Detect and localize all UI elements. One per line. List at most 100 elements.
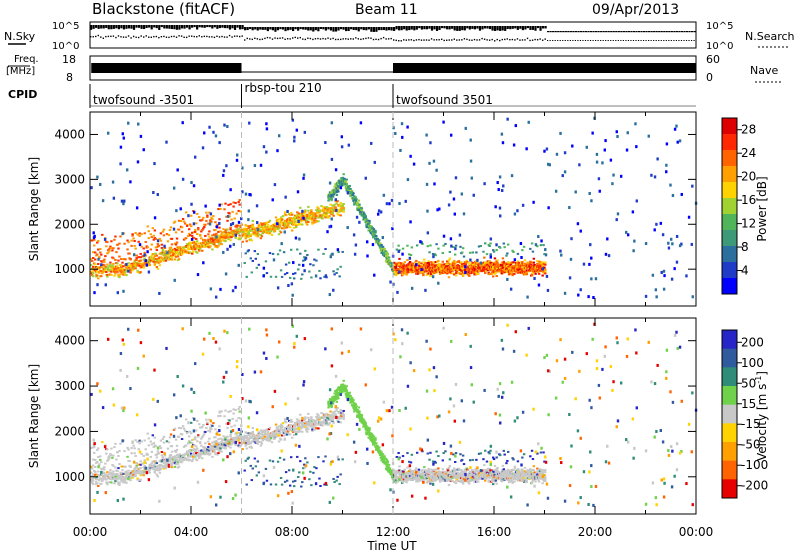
power-echo <box>384 250 388 253</box>
power-echo <box>415 259 418 262</box>
nsky-mark <box>352 38 354 40</box>
nsky-mark <box>223 25 227 29</box>
power-echo <box>512 143 516 147</box>
power-echo <box>410 246 414 249</box>
power-echo <box>127 269 130 273</box>
power-echo <box>222 169 226 173</box>
nsky-mark <box>506 38 509 40</box>
nsky-mark <box>357 27 360 32</box>
power-echo <box>179 219 183 222</box>
power-echo <box>399 266 402 269</box>
velocity-echo <box>150 462 153 465</box>
power-echo <box>201 146 205 150</box>
power-echo <box>276 226 280 229</box>
power-echo <box>146 225 149 228</box>
power-echo <box>192 184 196 188</box>
power-echo <box>441 260 445 263</box>
nsearch-mark <box>622 40 624 41</box>
nsky-mark <box>375 27 378 32</box>
velocity-echo <box>101 472 104 475</box>
power-echo <box>386 255 389 258</box>
nsky-mark <box>281 27 285 30</box>
nsky-mark <box>130 37 132 39</box>
power-echo <box>197 247 200 250</box>
nsky-mark <box>529 26 532 30</box>
nsky-mark <box>670 31 673 33</box>
velocity-echo <box>213 450 216 453</box>
power-echo <box>544 272 547 275</box>
power-echo <box>253 230 257 233</box>
power-echo <box>380 251 383 254</box>
power-echo <box>495 267 498 270</box>
power-echo <box>146 250 149 254</box>
power-echo <box>110 273 113 276</box>
power-echo <box>453 259 456 262</box>
power-echo <box>180 226 184 229</box>
power-echo <box>303 269 306 273</box>
velocity-echo <box>192 455 195 458</box>
power-echo <box>132 265 135 268</box>
velocity-echo <box>91 446 94 449</box>
nsky-mark <box>185 25 189 28</box>
velocity-echo <box>120 472 123 475</box>
power-echo <box>491 272 494 275</box>
power-echo <box>315 215 318 218</box>
velocity-echo <box>152 466 156 469</box>
power-echo <box>146 246 149 249</box>
power-echo <box>452 246 455 249</box>
velocity-echo <box>136 477 139 480</box>
velocity-echo <box>144 448 147 451</box>
power-echo <box>438 265 441 268</box>
power-echo <box>634 122 637 126</box>
power-echo <box>518 267 521 270</box>
nsearch-mark <box>670 40 672 41</box>
power-echo <box>149 233 152 236</box>
power-echo <box>403 271 407 274</box>
nsky-mark <box>191 25 194 28</box>
velocity-echo <box>208 443 211 446</box>
power-echo <box>296 248 299 251</box>
nsky-mark <box>228 25 232 30</box>
power-echo <box>326 211 329 214</box>
power-echo <box>467 266 470 269</box>
power-echo <box>521 261 524 264</box>
nsky-mark <box>350 38 352 40</box>
power-echo <box>213 243 216 246</box>
power-echo <box>282 251 286 254</box>
power-echo <box>320 205 323 208</box>
power-echo <box>100 253 103 256</box>
velocity-echo <box>230 443 233 446</box>
power-echo <box>456 264 460 267</box>
nsky-mark <box>433 26 436 30</box>
power-echo <box>311 222 314 225</box>
nsearch-mark <box>690 40 693 41</box>
power-echo <box>531 250 535 253</box>
power-echo <box>143 253 146 257</box>
power-echo <box>406 125 409 129</box>
power-echo <box>470 176 473 180</box>
power-echo <box>264 226 268 229</box>
nsearch-mark <box>584 40 587 41</box>
power-echo <box>525 272 528 275</box>
power-echo <box>255 266 259 269</box>
nsky-mark <box>329 27 333 31</box>
power-echo <box>449 133 453 137</box>
nsky-mark <box>673 31 676 33</box>
power-echo <box>662 269 666 273</box>
power-echo <box>172 227 176 231</box>
power-echo <box>675 234 679 238</box>
power-echo <box>493 270 497 273</box>
nsky-mark <box>408 26 411 31</box>
power-echo <box>102 270 105 273</box>
power-echo <box>333 185 336 188</box>
power-echo <box>330 199 333 202</box>
power-echo <box>585 145 588 149</box>
nsky-mark <box>213 36 216 39</box>
power-echo <box>283 273 287 276</box>
power-echo <box>201 228 204 231</box>
nsky-mark <box>339 38 342 41</box>
power-echo <box>615 218 618 222</box>
power-echo <box>386 253 389 256</box>
power-echo <box>363 213 367 216</box>
nsearch-mark <box>680 40 683 41</box>
